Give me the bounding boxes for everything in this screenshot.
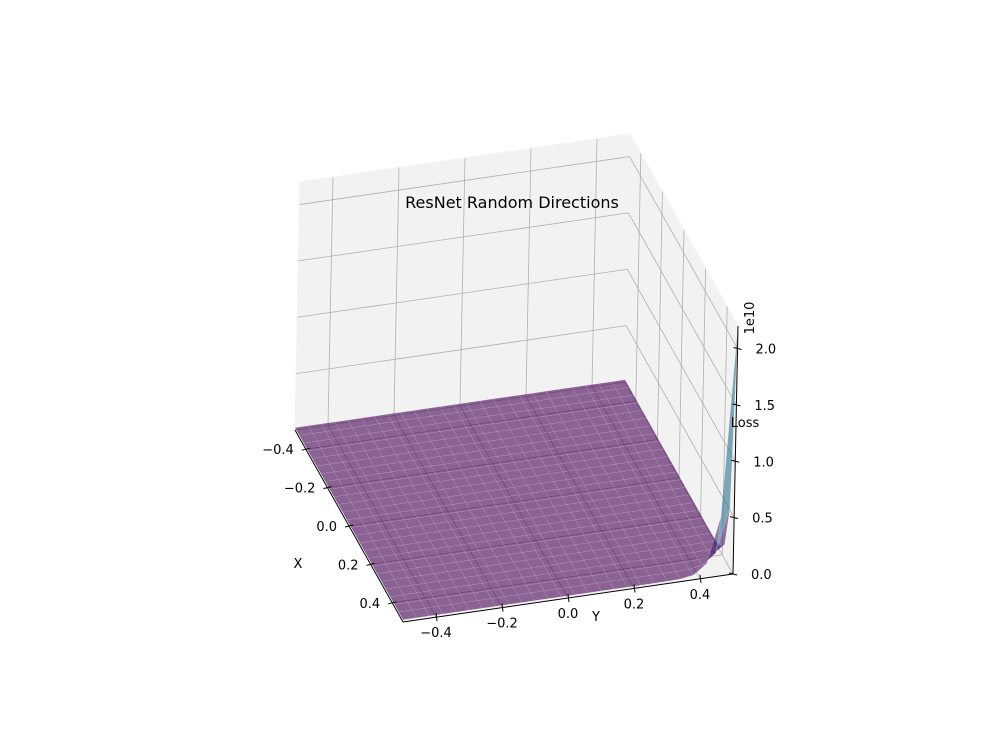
x-tick bbox=[366, 562, 375, 566]
wall-gridline-x bbox=[657, 191, 663, 440]
x-tick bbox=[344, 524, 354, 528]
y-tick-label: 0.2 bbox=[624, 597, 645, 612]
wall-gridline-z bbox=[625, 325, 735, 518]
chart-title: ResNet Random Directions bbox=[405, 193, 619, 212]
y-tick-label: 0.0 bbox=[558, 607, 579, 622]
z-tick bbox=[731, 459, 740, 463]
wall-gridline-x bbox=[700, 268, 706, 517]
wall-gridline-z bbox=[629, 156, 738, 349]
z-tick-label: 1.0 bbox=[753, 455, 774, 470]
z-tick-label: 1.5 bbox=[754, 399, 775, 414]
y-tick-label: −0.2 bbox=[486, 617, 518, 632]
y-tick bbox=[567, 593, 570, 603]
wall-gridline-z bbox=[628, 212, 737, 406]
axis-ticks: −0.4 −0.2 0.0 0.2 0.4 −0.4 −0.2 0.0 0.2 0.4 0.0 0.5… bbox=[262, 325, 777, 641]
y-tick-label: 0.4 bbox=[690, 588, 711, 603]
z-tick-label: 0.0 bbox=[751, 568, 772, 583]
x-tick-label: 0.2 bbox=[338, 558, 359, 573]
y-tick bbox=[699, 574, 702, 583]
wall-gridline-z bbox=[299, 156, 630, 205]
y-tick-label: −0.4 bbox=[420, 626, 452, 641]
wall-gridline-z bbox=[298, 212, 629, 262]
loss-surface bbox=[294, 325, 739, 620]
x-tick-label: 0.0 bbox=[316, 520, 337, 535]
z-axis-label: Loss bbox=[731, 416, 760, 431]
x-tick bbox=[301, 447, 310, 451]
y-axis-label: Y bbox=[591, 610, 600, 625]
wall-gridline-y bbox=[591, 138, 598, 387]
x-tick-label: −0.2 bbox=[284, 482, 316, 497]
surface-patch bbox=[398, 609, 417, 620]
z-offset-label: 1e10 bbox=[743, 302, 758, 335]
wall-gridline-y bbox=[327, 177, 334, 426]
z-tick-label: 0.5 bbox=[752, 512, 773, 527]
y-tick bbox=[501, 603, 504, 612]
wall-gridline-x bbox=[678, 229, 685, 479]
z-tick bbox=[728, 572, 738, 576]
z-tick bbox=[732, 403, 741, 407]
surface-patch bbox=[451, 602, 470, 613]
surface-patch bbox=[464, 600, 483, 611]
z-tick bbox=[733, 347, 742, 351]
y-tick bbox=[633, 584, 636, 593]
x-tick-label: 0.4 bbox=[360, 597, 381, 612]
surface-patch bbox=[688, 563, 708, 576]
wall-gridline-y bbox=[393, 167, 400, 416]
wall-gridline-x bbox=[635, 153, 642, 402]
wall-gridline-y bbox=[525, 148, 532, 397]
x-tick bbox=[388, 601, 397, 605]
z-axis-line bbox=[732, 325, 739, 575]
wall-gridline-z bbox=[297, 268, 628, 318]
wall-gridline-z bbox=[626, 269, 736, 462]
z-tick-label: 2.0 bbox=[756, 343, 777, 358]
wall-gridline-y bbox=[459, 157, 466, 407]
wall-gridline-z bbox=[296, 325, 627, 375]
x-tick-label: −0.4 bbox=[262, 443, 294, 458]
x-tick bbox=[323, 486, 332, 490]
z-tick bbox=[730, 516, 739, 520]
y-tick bbox=[435, 613, 438, 622]
x-axis-label: X bbox=[294, 557, 303, 572]
